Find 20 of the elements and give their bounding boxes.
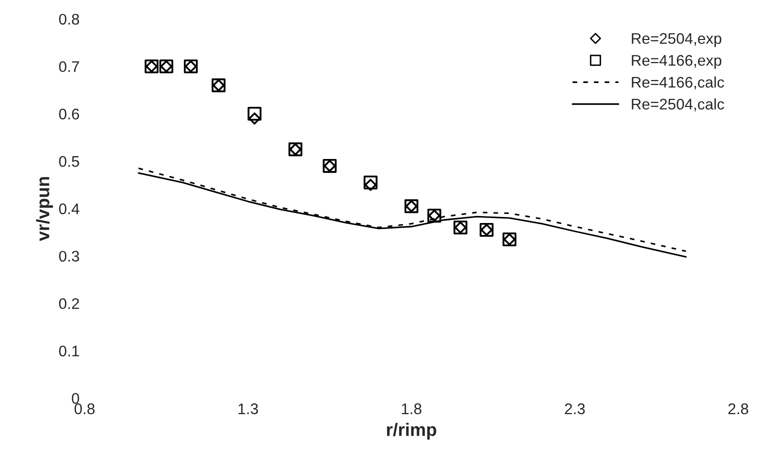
x-tick-label: 0.8 (74, 403, 95, 414)
y-tick-label: 0.5 (59, 156, 80, 167)
y-tick-label: 0.3 (59, 250, 80, 262)
legend-label: Re=4166,exp (632, 54, 722, 69)
legend-label: Re=4166,calc (632, 76, 724, 90)
x-tick-label: 2.8 (728, 403, 748, 414)
y-axis-title: vr/vpun (36, 177, 53, 242)
x-tick-label: 1.8 (402, 403, 422, 414)
y-tick-label: 0.2 (59, 298, 79, 310)
y-tick-label: 0.8 (59, 14, 80, 25)
legend-label: Re=2504,exp (632, 33, 722, 47)
y-tick-label: 0 (72, 393, 80, 404)
y-tick-label: 0.4 (59, 203, 80, 214)
x-axis-title: r/rimp (387, 422, 436, 440)
y-tick-label: 0.6 (59, 108, 80, 120)
y-tick-label: 0.1 (59, 346, 79, 356)
x-tick-label: 2.3 (564, 403, 585, 414)
x-tick-label: 1.3 (238, 403, 258, 414)
y-tick-label: 0.7 (59, 61, 79, 72)
legend-label: Re=2504,calc (632, 98, 724, 112)
